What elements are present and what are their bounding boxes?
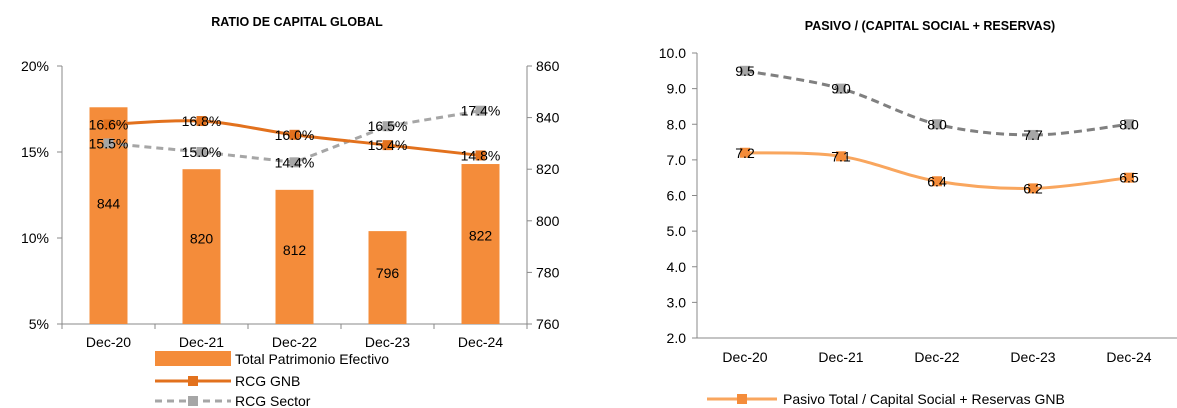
- chart2-sector-label: 9.0: [831, 81, 851, 97]
- chart2-x-tick-label: Dec-20: [722, 349, 767, 365]
- chart1-rcg-gnb-label: 14.8%: [461, 147, 501, 163]
- chart1-ratio-capital-global: 5% 10% 15% 20% 760 780 800 820 840 860 Dec-20 Dec-2…: [21, 58, 560, 408]
- chart2-sector-marker: [1124, 119, 1134, 130]
- chart1-rcg-gnb-label: 16.8%: [182, 113, 222, 129]
- chart1-bar-label: 844: [97, 196, 121, 212]
- chart1-bar: [368, 231, 407, 324]
- chart1-legend-gnb-label: RCG GNB: [235, 373, 300, 389]
- chart2-gnb-marker: [1124, 172, 1134, 183]
- chart2-y-tick-label: 8.0: [667, 116, 687, 132]
- chart1-x-tick-label: Dec-24: [458, 334, 503, 350]
- chart1-rcg-gnb-label: 16.6%: [89, 116, 129, 132]
- chart1-legend-sector-label: RCG Sector: [235, 393, 311, 408]
- chart1-x-tick-label: Dec-21: [179, 334, 224, 350]
- chart1-rcg-sector-marker: [382, 121, 393, 132]
- chart1-rcg-sector-label: 17.4%: [461, 103, 501, 119]
- chart2-sector-label: 8.0: [1119, 116, 1139, 132]
- chart2-y-tick-label: 9.0: [667, 81, 687, 97]
- chart1-right-tick-label: 860: [536, 58, 560, 74]
- chart1-rcg-sector-label: 15.0%: [182, 144, 222, 160]
- chart2-x-tick-label: Dec-22: [914, 349, 959, 365]
- chart1-right-tick-label: 820: [536, 161, 560, 177]
- chart2-gnb-marker: [932, 176, 942, 187]
- chart1-rcg-gnb-marker: [289, 129, 300, 140]
- chart1-title: RATIO DE CAPITAL GLOBAL: [211, 15, 383, 29]
- chart1-legend-sector-marker: [188, 396, 198, 406]
- chart2-sector-marker: [740, 65, 750, 76]
- chart2-legend-gnb-marker: [737, 394, 747, 404]
- chart1-rcg-gnb-marker: [103, 119, 114, 130]
- chart1-right-tick-label: 760: [536, 316, 560, 332]
- chart2-x-tick-label: Dec-21: [818, 349, 863, 365]
- chart1-rcg-sector-label: 15.5%: [89, 135, 129, 151]
- chart2-legend-gnb-label: Pasivo Total / Capital Social + Reservas…: [783, 391, 1065, 407]
- chart1-left-tick-label: 15%: [21, 144, 49, 160]
- chart2-gnb-marker: [836, 151, 846, 162]
- chart1-right-tick-label: 800: [536, 213, 560, 229]
- chart2-x-tick-label: Dec-24: [1106, 349, 1151, 365]
- chart2-sector-label: 7.7: [1023, 127, 1043, 143]
- chart2-sector-marker: [1028, 129, 1038, 140]
- chart2-gnb-label: 6.2: [1023, 180, 1043, 196]
- chart1-bar: [461, 164, 500, 324]
- chart1-left-tick-label: 20%: [21, 58, 49, 74]
- chart2-gnb-marker: [1028, 183, 1038, 194]
- chart1-bar: [275, 189, 314, 324]
- chart2-gnb-label: 7.1: [831, 148, 851, 164]
- chart1-rcg-gnb-marker: [382, 140, 393, 151]
- chart2-pasivo-capital: 2.0 3.0 4.0 5.0 6.0 7.0 8.0 9.0 10.0 Dec-20 Dec-21…: [659, 45, 1177, 407]
- chart1-rcg-gnb-label: 16.0%: [275, 127, 315, 143]
- chart1-x-tick-label: Dec-23: [365, 334, 410, 350]
- chart1-rcg-sector-marker: [103, 138, 114, 149]
- chart1-rcg-sector-marker: [196, 147, 207, 157]
- chart2-y-tick-label: 6.0: [667, 188, 687, 204]
- chart1-legend-bar-swatch: [155, 351, 231, 366]
- chart2-sector-marker: [836, 83, 846, 94]
- chart1-left-tick-label: 5%: [29, 316, 49, 332]
- chart2-y-tick-label: 7.0: [667, 152, 687, 168]
- chart2-y-tick-label: 3.0: [667, 294, 687, 310]
- chart1-right-tick-label: 780: [536, 264, 560, 280]
- chart2-sector-label: 9.5: [735, 63, 755, 79]
- chart1-left-tick-label: 10%: [21, 230, 49, 246]
- chart2-gnb-marker: [740, 147, 750, 158]
- chart1-bar-label: 812: [283, 242, 307, 258]
- chart1-rcg-gnb-marker: [196, 116, 207, 127]
- chart1-rcg-gnb-label: 15.4%: [368, 137, 408, 153]
- chart1-legend-gnb-marker: [188, 376, 198, 386]
- chart2-title: PASIVO / (CAPITAL SOCIAL + RESERVAS): [805, 19, 1055, 33]
- chart2-sector-marker: [932, 119, 942, 130]
- chart2-y-tick-label: 5.0: [667, 223, 687, 239]
- chart2-gnb-label: 6.4: [927, 173, 947, 189]
- chart1-rcg-sector-marker: [475, 105, 486, 116]
- chart2-y-tick-label: 4.0: [667, 259, 687, 275]
- chart2-y-tick-label: 10.0: [659, 45, 686, 61]
- chart2-gnb-label: 7.2: [735, 145, 755, 161]
- chart1-bar-label: 820: [190, 230, 214, 246]
- chart1-x-tick-label: Dec-20: [86, 334, 131, 350]
- chart1-bar: [182, 169, 221, 324]
- chart1-bar-label: 822: [469, 227, 493, 243]
- chart1-rcg-sector-label: 14.4%: [275, 154, 315, 170]
- chart1-right-tick-label: 840: [536, 110, 560, 126]
- chart1-x-tick-label: Dec-22: [272, 334, 317, 350]
- chart2-sector-label: 8.0: [927, 116, 947, 132]
- chart2-gnb-label: 6.5: [1119, 170, 1139, 186]
- chart1-rcg-sector-marker: [289, 157, 300, 168]
- chart1-rcg-sector-label: 16.5%: [368, 118, 408, 134]
- chart1-legend-bar-label: Total Patrimonio Efectivo: [235, 351, 389, 367]
- chart2-x-tick-label: Dec-23: [1010, 349, 1055, 365]
- chart1-bar-label: 796: [376, 265, 400, 281]
- chart1-rcg-gnb-marker: [475, 150, 486, 161]
- chart2-y-tick-label: 2.0: [667, 330, 687, 346]
